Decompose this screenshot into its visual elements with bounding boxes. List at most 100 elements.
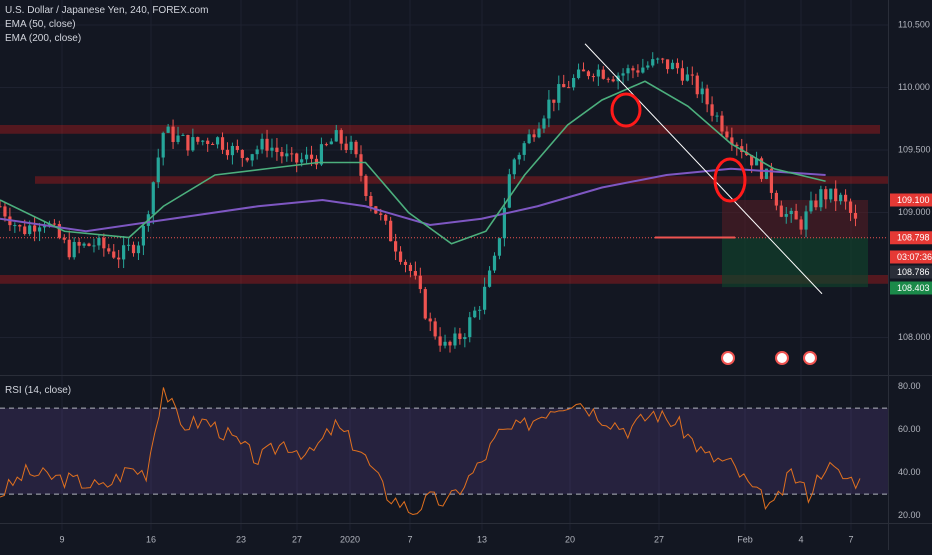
candle-body bbox=[829, 188, 833, 200]
candle-body bbox=[769, 168, 774, 193]
rsi-line[interactable] bbox=[0, 387, 861, 515]
candle-body bbox=[92, 245, 96, 247]
candle-body bbox=[13, 225, 17, 227]
candle-body bbox=[591, 76, 595, 78]
candle-body bbox=[512, 159, 516, 175]
candle-body bbox=[37, 227, 42, 232]
candle-body bbox=[418, 275, 422, 290]
candle-body bbox=[497, 238, 502, 256]
candle-body bbox=[349, 141, 353, 150]
ema50-legend[interactable]: EMA (50, close) bbox=[5, 19, 76, 30]
event-marker-icon[interactable] bbox=[775, 351, 789, 365]
candle-body bbox=[473, 310, 477, 318]
trendline[interactable] bbox=[584, 43, 823, 295]
price-badge-label: 108.798 bbox=[897, 233, 930, 243]
candle-body bbox=[651, 59, 655, 66]
rsi-legend[interactable]: RSI (14, close) bbox=[5, 385, 72, 396]
candle-body bbox=[280, 151, 284, 157]
candle-body bbox=[428, 318, 432, 322]
candle-body bbox=[636, 70, 640, 73]
resistance-zone-upper[interactable] bbox=[0, 125, 880, 134]
candle-body bbox=[408, 264, 413, 272]
candle-body bbox=[265, 138, 269, 151]
candle-body bbox=[730, 137, 734, 145]
candle-body bbox=[136, 245, 141, 254]
candle-body bbox=[641, 67, 645, 73]
candle-body bbox=[369, 196, 373, 207]
candle-body bbox=[52, 223, 56, 225]
candle-body bbox=[3, 206, 7, 217]
candle-body bbox=[270, 147, 274, 151]
symbol-legend[interactable]: U.S. Dollar / Japanese Yen, 240, FOREX.c… bbox=[5, 5, 209, 16]
support-zone-lower[interactable] bbox=[0, 275, 888, 284]
candle-body bbox=[705, 88, 709, 105]
rsi-tick-label: 80.00 bbox=[898, 381, 921, 391]
candle-body bbox=[759, 158, 764, 179]
candle-body bbox=[572, 77, 576, 88]
candle-body bbox=[0, 206, 2, 208]
candle-body bbox=[285, 153, 289, 157]
candle-body bbox=[799, 219, 803, 230]
candle-body bbox=[156, 157, 160, 183]
candle-body bbox=[300, 159, 304, 163]
candle-body bbox=[211, 143, 215, 145]
ema50-line[interactable] bbox=[0, 80, 826, 245]
candle-body bbox=[290, 153, 294, 155]
candle-body bbox=[97, 237, 101, 246]
candle-body bbox=[304, 154, 309, 160]
candle-body bbox=[379, 213, 383, 215]
price-badge bbox=[890, 250, 932, 264]
resistance-zone-middle[interactable] bbox=[35, 176, 888, 184]
candle-body bbox=[596, 69, 600, 77]
candle-body bbox=[843, 194, 848, 202]
candle-body bbox=[581, 69, 586, 72]
candle-body bbox=[690, 74, 694, 76]
candle-body bbox=[848, 201, 853, 213]
rsi-tick-label: 20.00 bbox=[898, 510, 921, 520]
candle-body bbox=[562, 84, 566, 88]
candle-body bbox=[715, 115, 719, 117]
time-tick-label: 27 bbox=[292, 534, 302, 544]
candle-body bbox=[492, 255, 497, 271]
candle-body bbox=[448, 341, 452, 346]
ema200-legend[interactable]: EMA (200, close) bbox=[5, 33, 82, 44]
time-tick-label: 23 bbox=[236, 534, 246, 544]
candle-body bbox=[389, 220, 393, 242]
event-marker-icon[interactable] bbox=[721, 351, 735, 365]
candle-body bbox=[235, 145, 239, 150]
candle-body bbox=[67, 239, 71, 258]
candle-body bbox=[502, 207, 506, 239]
candle-body bbox=[181, 134, 185, 136]
candle-body bbox=[186, 134, 190, 151]
time-tick-label: 9 bbox=[59, 534, 64, 544]
candle-body bbox=[201, 140, 205, 142]
candle-body bbox=[675, 62, 680, 69]
candle-body bbox=[33, 225, 37, 232]
candle-body bbox=[295, 153, 299, 163]
candle-body bbox=[606, 78, 610, 80]
candle-body bbox=[443, 341, 447, 346]
highlight-circle-2[interactable] bbox=[713, 157, 747, 203]
candle-body bbox=[784, 214, 788, 217]
price-badge-label: 108.403 bbox=[897, 283, 930, 293]
candle-body bbox=[433, 321, 437, 337]
candle-body bbox=[77, 241, 81, 246]
candle-body bbox=[794, 210, 798, 220]
candle-body bbox=[438, 336, 442, 346]
candle-body bbox=[478, 309, 482, 311]
candle-body bbox=[567, 87, 571, 89]
candle-body bbox=[141, 225, 146, 246]
candle-body bbox=[191, 137, 195, 151]
candle-body bbox=[364, 175, 368, 197]
candle-body bbox=[542, 118, 546, 129]
candle-body bbox=[102, 237, 106, 249]
candle-body bbox=[394, 241, 398, 252]
event-marker-icon[interactable] bbox=[803, 351, 817, 365]
position-target-box[interactable] bbox=[722, 237, 868, 288]
candle-body bbox=[814, 200, 818, 208]
highlight-circle-1[interactable] bbox=[610, 92, 642, 128]
ema200-line[interactable] bbox=[0, 167, 826, 233]
candle-body bbox=[230, 145, 235, 156]
